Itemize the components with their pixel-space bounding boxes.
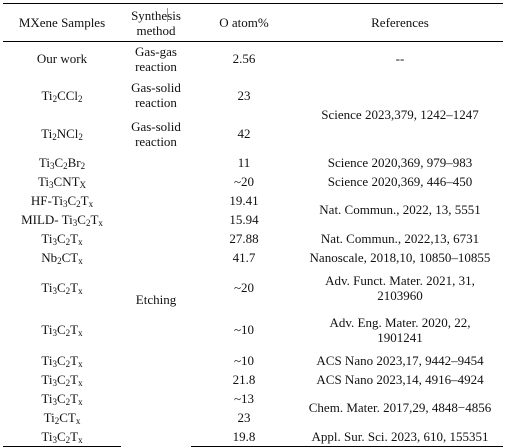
sample-cell: Ti3C2Br2	[38, 154, 86, 171]
table-row: Ti3C2Tx 27.88 Nat. Commun., 2022,13, 673…	[3, 229, 503, 248]
table-row: MILD- Ti3C2Tx 15.94	[3, 210, 503, 229]
sample-cell: Ti3C2Tx	[41, 371, 83, 388]
table-row: Ti3C2Br2 Etching 11 Science 2020,369, 97…	[3, 153, 503, 308]
o-atom-cell: ~10	[233, 322, 255, 337]
reference-cell: Science 2020,369, 979–983	[327, 154, 473, 170]
sample-cell: Ti2CTx	[43, 409, 81, 426]
table-row: Ti2CTx 23	[3, 408, 503, 427]
o-atom-cell: 41.7	[232, 249, 256, 265]
sample-cell: Nb2CTx	[41, 249, 83, 266]
o-atom-cell: ~20	[233, 173, 255, 189]
o-atom-cell: 23	[237, 87, 251, 103]
sample-cell: HF-Ti3C2Tx	[30, 192, 94, 209]
header-samples: MXene Samples	[3, 3, 121, 42]
sample-cell: Ti3CNTX	[37, 173, 87, 190]
sample-cell: Our work	[36, 51, 88, 67]
sample-cell: Ti3C2Tx	[41, 280, 83, 296]
reference-cell: Science 2020,369, 446–450	[327, 173, 473, 189]
sample-cell: Ti3C2Tx	[3, 426, 121, 447]
reference-cell: Appl. Sur. Sci. 2023, 610, 155351	[297, 426, 503, 447]
o-atom-cell: 42	[237, 126, 251, 141]
reference-cell: Nanoscale, 2018,10, 10850–10855	[309, 249, 491, 265]
o-atom-cell: ~20	[233, 280, 255, 295]
reference-cell: Science 2023,379, 1242–1247	[321, 106, 479, 122]
sample-cell: Ti3C2Tx	[41, 390, 83, 407]
sample-cell: MILD- Ti3C2Tx	[21, 211, 103, 228]
o-atom-cell: 11	[237, 154, 251, 170]
o-atom-cell: 15.94	[229, 211, 259, 227]
table-row: Ti2NCl2 Gas-solid reaction 42	[3, 115, 503, 153]
table-row: Our work Gas-gas reaction 2.56 --	[3, 42, 503, 76]
table-row: Ti3CNTX ~20 Science 2020,369, 446–450	[3, 172, 503, 191]
method-cell: Gas-solid reaction	[131, 80, 181, 110]
table-row: Ti3C2Tx ~20 Adv. Funct. Mater. 2021, 31,…	[3, 267, 503, 309]
method-cell: Gas-solid reaction	[131, 118, 181, 149]
o-atom-cell: 27.88	[229, 230, 259, 246]
sample-cell: Ti3C2Tx	[41, 322, 83, 338]
header-o-atom: O atom%	[191, 3, 297, 42]
sample-cell: Ti2CCl2	[41, 87, 83, 104]
table-row: Ti2CCl2 Gas-solid reaction 23 Science 20…	[3, 76, 503, 122]
comparison-table: MXene Samples Synthesis method O atom% R…	[3, 3, 503, 447]
method-cell: Etching	[135, 292, 177, 307]
method-cell: Gas-gas reaction	[135, 43, 177, 74]
table-row: Ti3C2Tx 21.8 ACS Nano 2023,14, 4916–4924	[3, 370, 503, 389]
reference-cell: Nat. Commun., 2022,13, 6731	[320, 230, 480, 246]
o-atom-cell: 23	[237, 409, 251, 425]
reference-cell: Chem. Mater. 2017,29, 4848−4856	[308, 400, 492, 415]
reference-cell: Adv. Eng. Mater. 2020, 22, 1901241	[329, 314, 471, 345]
reference-cell: Nat. Commun., 2022, 13, 5551	[319, 202, 481, 217]
reference-cell: Adv. Funct. Mater. 2021, 31, 2103960	[325, 272, 475, 303]
cursor-mark	[167, 8, 168, 22]
sample-cell: Ti3C2Tx	[41, 230, 83, 247]
header-method-line2: method	[136, 22, 176, 38]
header-method: Synthesis method	[121, 3, 191, 42]
reference-cell: ACS Nano 2023,17, 9442–9454	[316, 352, 484, 368]
reference-cell: ACS Nano 2023,14, 4916–4924	[316, 371, 484, 387]
o-atom-cell: 21.8	[232, 371, 256, 387]
table-row: Ti3C2Tx ~13 Chem. Mater. 2017,29, 4848−4…	[3, 389, 503, 416]
table-row: Ti3C2Tx 19.8 Appl. Sur. Sci. 2023, 610, …	[3, 426, 503, 447]
table-row: HF-Ti3C2Tx 19.41 Nat. Commun., 2022, 13,…	[3, 191, 503, 218]
sample-cell: Ti3C2Tx	[41, 352, 83, 369]
header-method-line1: Synthesis	[131, 7, 181, 23]
o-atom-cell: ~10	[233, 352, 255, 368]
o-atom-cell: ~13	[233, 390, 255, 406]
reference-cell: --	[395, 51, 405, 67]
o-atom-cell: 19.8	[191, 426, 297, 447]
o-atom-cell: 19.41	[229, 192, 259, 208]
table-row: Nb2CTx 41.7 Nanoscale, 2018,10, 10850–10…	[3, 248, 503, 267]
header-references: References	[297, 3, 503, 42]
header-row: MXene Samples Synthesis method O atom% R…	[3, 3, 503, 42]
table-row: Ti3C2Tx ~10 Adv. Eng. Mater. 2020, 22, 19…	[3, 309, 503, 351]
o-atom-cell: 2.56	[232, 51, 256, 67]
table-row: Ti3C2Tx ~10 ACS Nano 2023,17, 9442–9454	[3, 351, 503, 370]
sample-cell: Ti2NCl2	[41, 126, 83, 142]
